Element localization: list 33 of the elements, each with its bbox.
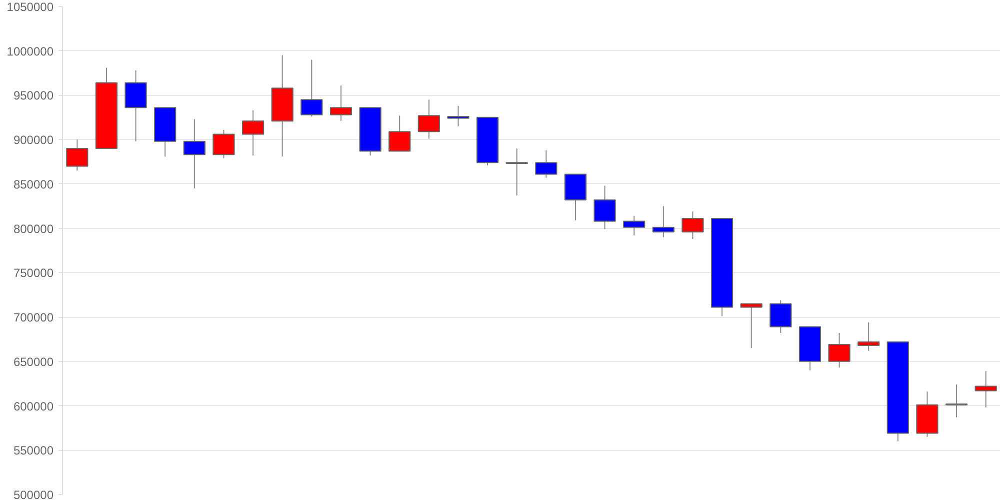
candlestick [330, 84, 352, 122]
candlestick [506, 148, 528, 196]
candlestick [828, 332, 850, 368]
candlestick [623, 215, 646, 236]
candlestick [183, 118, 206, 189]
y-tick-label: 950000 [13, 88, 54, 103]
candlestick [770, 300, 792, 334]
y-tick-label: 600000 [13, 399, 54, 414]
candlestick [858, 322, 880, 352]
candlestick [682, 210, 704, 240]
candlestick [300, 59, 323, 118]
candlestick [535, 150, 558, 178]
y-tick-label: 550000 [13, 444, 54, 458]
candlestick [974, 370, 997, 408]
y-tick-label: 1000000 [6, 44, 54, 58]
y-tick-label: 700000 [13, 310, 54, 325]
candlestick [418, 99, 440, 140]
candlestick [66, 139, 88, 172]
candlestick [447, 105, 470, 127]
y-tick-label: 650000 [13, 354, 54, 369]
y-tick-label: 1050000 [6, 0, 54, 14]
y-tick-label: 750000 [13, 266, 54, 280]
y-tick-label: 850000 [13, 177, 54, 192]
y-tick-label: 500000 [13, 488, 54, 500]
candlestick [388, 115, 411, 152]
candlestick [242, 110, 264, 156]
candlestick [945, 384, 968, 418]
candlestick [212, 129, 235, 159]
y-tick-label: 800000 [13, 222, 54, 236]
candlestick [594, 185, 616, 230]
y-tick-label: 900000 [13, 133, 54, 148]
candlestick [740, 303, 762, 349]
candlestick [652, 206, 674, 238]
